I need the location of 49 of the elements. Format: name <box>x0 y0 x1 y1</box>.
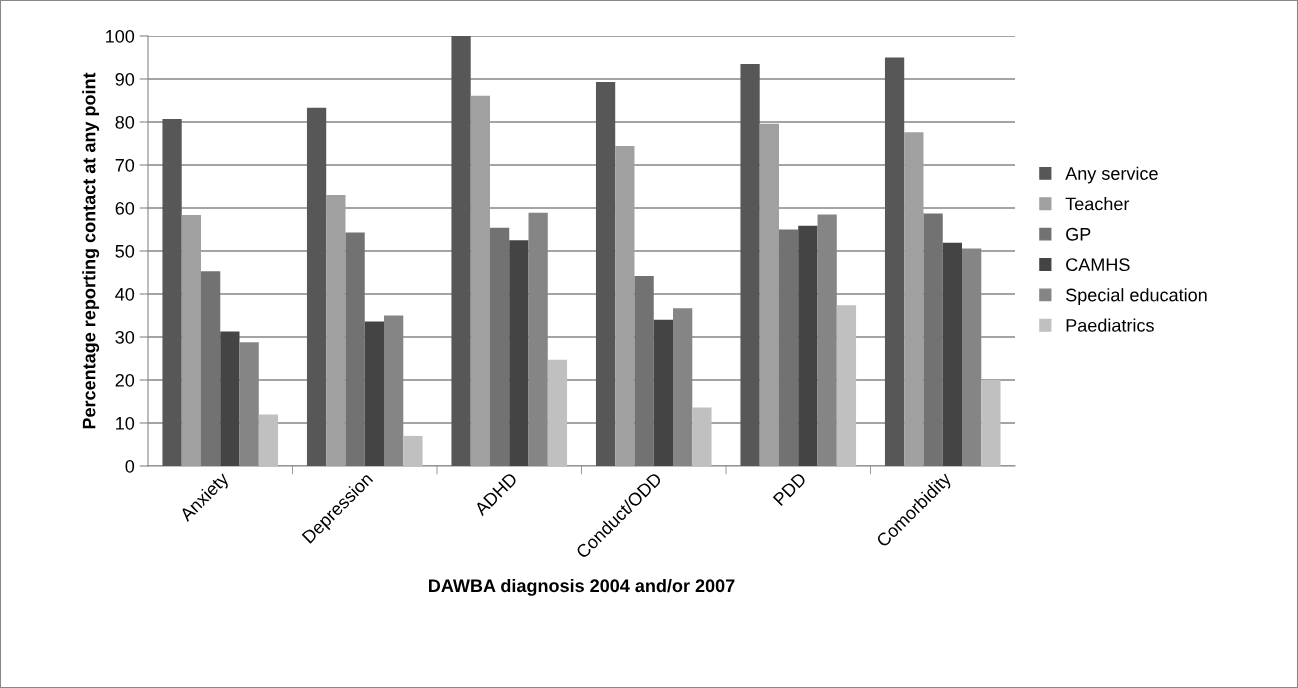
bar <box>470 95 490 466</box>
x-axis-title: DAWBA diagnosis 2004 and/or 2007 <box>429 578 735 596</box>
bar <box>942 242 963 466</box>
y-tick-label: 0 <box>125 459 135 473</box>
bar <box>200 271 221 466</box>
bar <box>759 123 779 466</box>
y-tick-label: 40 <box>115 287 135 301</box>
bar <box>220 331 240 466</box>
y-tick-label: 70 <box>115 158 135 172</box>
bar <box>547 359 568 466</box>
bar <box>162 118 182 466</box>
y-tick-label: 30 <box>115 330 135 344</box>
bar <box>778 229 799 466</box>
legend-label: CAMHS <box>1066 258 1130 272</box>
bar <box>615 146 635 466</box>
y-tick-label: 50 <box>115 244 135 258</box>
bar <box>595 82 616 466</box>
y-tick-label: 90 <box>115 72 135 86</box>
bar <box>326 195 346 466</box>
bar <box>884 57 905 466</box>
legend-label: Paediatrics <box>1066 318 1154 332</box>
y-tick-label: 80 <box>115 115 135 129</box>
bar <box>653 319 674 466</box>
bar <box>306 107 327 466</box>
legend-label: Special education <box>1066 288 1207 305</box>
bar <box>798 225 818 466</box>
bar <box>489 227 510 466</box>
legend-label: GP <box>1066 227 1091 241</box>
y-tick-label: 20 <box>115 373 135 387</box>
bar <box>740 63 760 466</box>
legend-label: Teacher <box>1065 197 1130 211</box>
bar <box>981 380 1001 466</box>
bar <box>904 132 924 466</box>
bar <box>509 240 529 466</box>
y-tick-label: 10 <box>116 416 135 430</box>
bar <box>181 214 201 466</box>
bar <box>836 305 857 466</box>
bar <box>451 36 471 466</box>
bar <box>923 213 943 466</box>
legend-label: Any service <box>1065 166 1158 184</box>
bar <box>692 407 712 466</box>
y-tick-label: 100 <box>106 29 135 43</box>
bar <box>345 232 365 466</box>
bar <box>364 321 385 466</box>
y-tick-label: 60 <box>115 201 135 215</box>
y-axis-title: Percentage reporting contact at any point <box>82 72 100 429</box>
bar <box>258 414 279 466</box>
bar <box>634 275 654 466</box>
bar <box>403 435 423 466</box>
